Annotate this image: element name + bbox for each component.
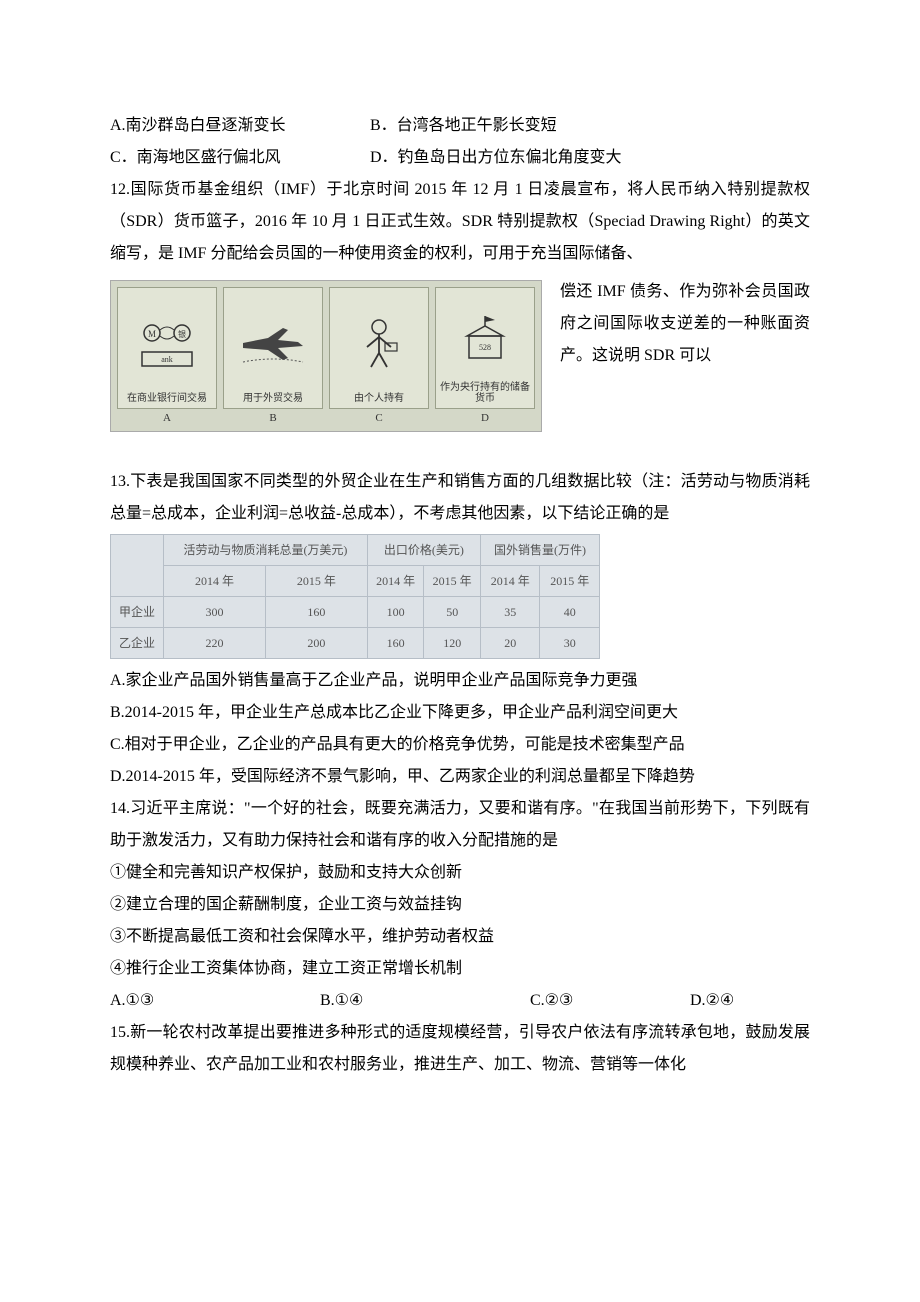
q13-sub-5: 2014 年 xyxy=(480,566,539,597)
q12-cell-b-caption: 用于外贸交易 xyxy=(243,393,303,404)
q13-sub-3: 2014 年 xyxy=(367,566,424,597)
q13-sub-2: 2015 年 xyxy=(265,566,367,597)
q13-r1c3: 160 xyxy=(367,628,424,659)
q12-cell-c-caption: 由个人持有 xyxy=(354,393,404,404)
svg-text:528: 528 xyxy=(479,343,491,352)
q12-cell-b: 用于外贸交易 xyxy=(223,287,323,409)
q13-option-c: C.相对于甲企业，乙企业的产品具有更大的价格竞争优势，可能是技术密集型产品 xyxy=(110,729,810,761)
q11-option-d: D．钓鱼岛日出方位东偏北角度变大 xyxy=(370,142,622,174)
q13-r1c2: 200 xyxy=(265,628,367,659)
q13-r0c4: 50 xyxy=(424,597,481,628)
q12-figure-block: M 银 ank 在商业银行间交易 A xyxy=(110,276,810,432)
q14-statement-4: ④推行企业工资集体协商，建立工资正常增长机制 xyxy=(110,953,810,985)
q14-option-a: A.①③ xyxy=(110,985,320,1017)
q14-option-d: D.②④ xyxy=(690,985,734,1017)
reserve-building-icon: 528 xyxy=(440,292,530,382)
q12-cell-a: M 银 ank 在商业银行间交易 xyxy=(117,287,217,409)
q13-r1c0: 乙企业 xyxy=(111,628,164,659)
q13-r0c3: 100 xyxy=(367,597,424,628)
q13-th-blank xyxy=(111,535,164,597)
spacer xyxy=(110,438,810,466)
q13-r1c6: 30 xyxy=(540,628,600,659)
q13-table-header-years: 2014 年 2015 年 2014 年 2015 年 2014 年 2015 … xyxy=(111,566,600,597)
q13-th-price: 出口价格(美元) xyxy=(367,535,480,566)
airplane-icon xyxy=(228,292,318,393)
q13-option-a: A.家企业产品国外销售量高于乙企业产品，说明甲企业产品国际竞争力更强 xyxy=(110,665,810,697)
q12-cell-b-letter: B xyxy=(223,407,323,429)
q14-options: A.①③ B.①④ C.②③ D.②④ xyxy=(110,985,810,1017)
q14-statement-1: ①健全和完善知识产权保护，鼓励和支持大众创新 xyxy=(110,857,810,889)
q14-statement-3: ③不断提高最低工资和社会保障水平，维护劳动者权益 xyxy=(110,921,810,953)
q13-row-jia: 甲企业 300 160 100 50 35 40 xyxy=(111,597,600,628)
q12-cell-d-caption: 作为央行持有的储备货币 xyxy=(440,382,530,404)
bank-cycle-icon: M 银 ank xyxy=(122,292,212,393)
q13-r0c0: 甲企业 xyxy=(111,597,164,628)
q13-sub-6: 2015 年 xyxy=(540,566,600,597)
q12-cell-a-caption: 在商业银行间交易 xyxy=(127,393,207,404)
exam-page: A.南沙群岛白昼逐渐变长 B．台湾各地正午影长变短 C．南海地区盛行偏北风 D．… xyxy=(0,0,920,1191)
q14-option-c: C.②③ xyxy=(530,985,690,1017)
svg-text:银: 银 xyxy=(178,329,186,339)
q12-cell-d: 528 作为央行持有的储备货币 xyxy=(435,287,535,409)
person-icon xyxy=(334,292,424,393)
q13-th-cost: 活劳动与物质消耗总量(万美元) xyxy=(164,535,368,566)
q11-options-row1: A.南沙群岛白昼逐渐变长 B．台湾各地正午影长变短 xyxy=(110,110,810,142)
q13-table: 活劳动与物质消耗总量(万美元) 出口价格(美元) 国外销售量(万件) 2014 … xyxy=(110,534,600,659)
q13-r0c5: 35 xyxy=(480,597,539,628)
q13-sub-1: 2014 年 xyxy=(164,566,266,597)
q12-cell-a-letter: A xyxy=(117,407,217,429)
q12-stem: 12.国际货币基金组织（IMF）于北京时间 2015 年 12 月 1 日凌晨宣… xyxy=(110,174,810,270)
q15-stem: 15.新一轮农村改革提出要推进多种形式的适度规模经营，引导农户依法有序流转承包地… xyxy=(110,1017,810,1081)
q11-option-a: A.南沙群岛白昼逐渐变长 xyxy=(110,110,370,142)
svg-text:ank: ank xyxy=(161,355,173,364)
q13-option-b: B.2014-2015 年，甲企业生产总成本比乙企业下降更多，甲企业产品利润空间… xyxy=(110,697,810,729)
q13-stem: 13.下表是我国国家不同类型的外贸企业在生产和销售方面的几组数据比较（注：活劳动… xyxy=(110,466,810,530)
q13-th-sales: 国外销售量(万件) xyxy=(480,535,599,566)
q12-side-text: 偿还 IMF 债务、作为弥补会员国政府之间国际收支逆差的一种账面资产。这说明 S… xyxy=(560,276,810,372)
q14-stem: 14.习近平主席说："一个好的社会，既要充满活力，又要和谐有序。"在我国当前形势… xyxy=(110,793,810,857)
q14-statement-2: ②建立合理的国企薪酬制度，企业工资与效益挂钩 xyxy=(110,889,810,921)
q13-option-d: D.2014-2015 年，受国际经济不景气影响，甲、乙两家企业的利润总量都呈下… xyxy=(110,761,810,793)
q13-r0c1: 300 xyxy=(164,597,266,628)
q13-r1c4: 120 xyxy=(424,628,481,659)
q13-row-yi: 乙企业 220 200 160 120 20 30 xyxy=(111,628,600,659)
q11-option-c: C．南海地区盛行偏北风 xyxy=(110,142,370,174)
q13-sub-4: 2015 年 xyxy=(424,566,481,597)
svg-text:M: M xyxy=(148,329,156,339)
q12-cell-c-letter: C xyxy=(329,407,429,429)
q12-cell-d-letter: D xyxy=(435,407,535,429)
q13-table-header-groups: 活劳动与物质消耗总量(万美元) 出口价格(美元) 国外销售量(万件) xyxy=(111,535,600,566)
q13-r1c5: 20 xyxy=(480,628,539,659)
q13-r0c2: 160 xyxy=(265,597,367,628)
q11-options-row2: C．南海地区盛行偏北风 D．钓鱼岛日出方位东偏北角度变大 xyxy=(110,142,810,174)
q13-r1c1: 220 xyxy=(164,628,266,659)
q12-cell-c: 由个人持有 xyxy=(329,287,429,409)
q11-option-b: B．台湾各地正午影长变短 xyxy=(370,110,557,142)
q14-option-b: B.①④ xyxy=(320,985,530,1017)
q13-r0c6: 40 xyxy=(540,597,600,628)
q12-figure: M 银 ank 在商业银行间交易 A xyxy=(110,280,542,432)
